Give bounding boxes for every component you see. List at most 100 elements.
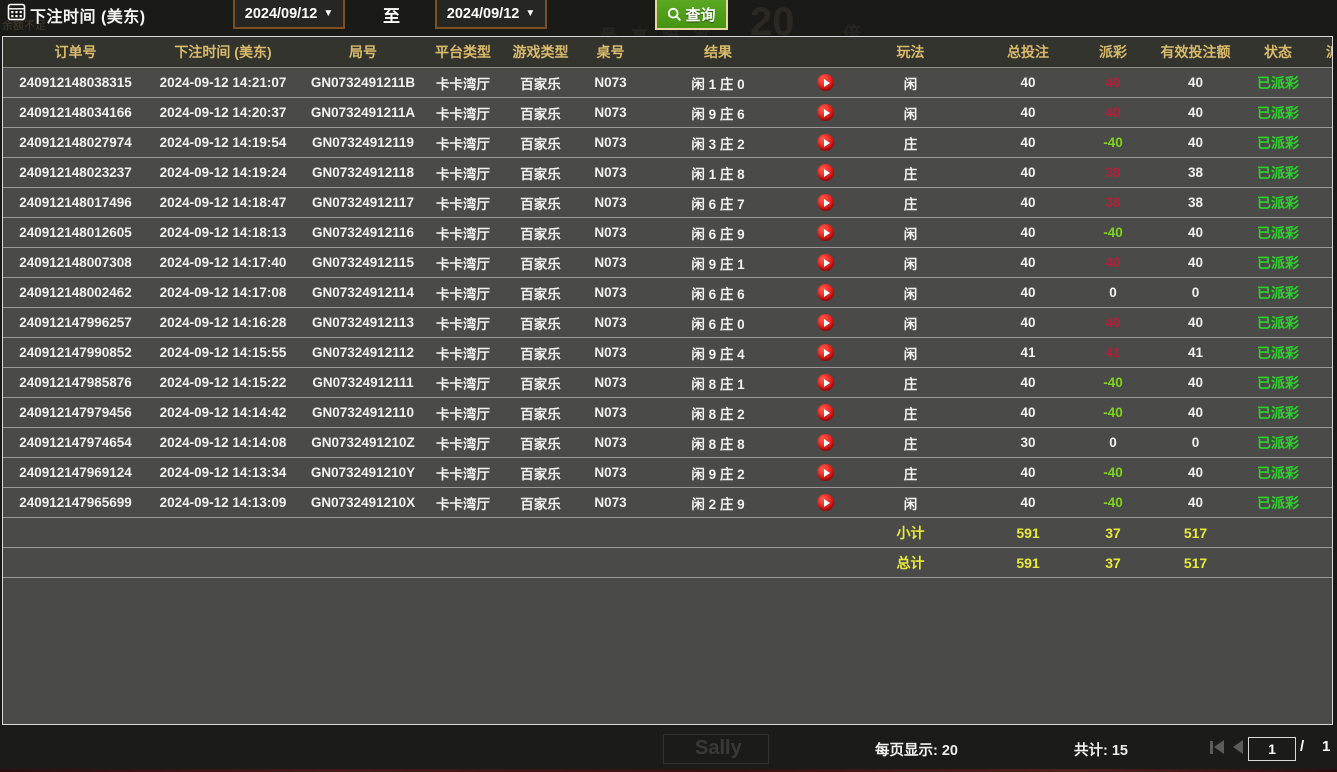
cell-bet-time: 2024-09-12 14:14:42 [159,405,287,420]
cell-round-no: GN07324912111 [312,375,414,390]
cell-order-no: 240912147996257 [19,315,132,330]
cell-order-no: 240912148034166 [19,105,132,120]
cell-platform: 卡卡湾厅 [436,226,490,242]
play-video-icon[interactable] [817,434,834,451]
cell-bet-time: 2024-09-12 14:19:24 [159,165,287,180]
cell-total-bet: 40 [1020,315,1036,330]
page-input[interactable] [1248,737,1296,761]
play-video-icon[interactable] [817,314,834,331]
cell-total-bet: 40 [1020,255,1036,270]
play-video-icon[interactable] [817,344,834,361]
play-video-icon[interactable] [817,194,834,211]
cell-bet-time: 2024-09-12 14:18:47 [159,195,287,210]
cell-order-no: 240912147990852 [19,345,132,360]
col-header-payout: 派彩 [1099,44,1127,60]
cell-bet-type: 庄 [903,406,918,422]
cell-total-bet: 40 [1020,375,1036,390]
cell-status: 已派彩 [1257,164,1299,181]
play-video-icon[interactable] [817,134,834,151]
play-video-icon[interactable] [817,464,834,481]
play-video-icon[interactable] [817,104,834,121]
cell-round-no: GN0732491210X [310,495,416,510]
play-video-icon[interactable] [817,164,834,181]
cell-bet-time: 2024-09-12 14:19:54 [159,135,287,150]
cell-game-type: 百家乐 [520,136,561,152]
table-row: 240912148034166 2024-09-12 14:20:37 GN07… [3,98,1332,128]
table-row: 240912148002462 2024-09-12 14:17:08 GN07… [3,278,1332,308]
cell-platform: 卡卡湾厅 [436,406,490,422]
cell-payout: 0 [1109,435,1117,450]
cell-platform: 卡卡湾厅 [436,196,490,212]
cell-order-no: 240912147969124 [19,465,132,480]
cell-valid-bet: 38 [1187,165,1204,180]
bet-records-table: 订单号 下注时间 (美东) 局号 平台类型 游戏类型 桌号 结果 玩法 总投注 … [2,36,1333,725]
cell-table-no: N073 [594,105,627,120]
cell-payout: -40 [1103,465,1123,480]
cell-result: 闲 9 庄 4 [691,346,745,362]
cell-payout: -40 [1103,225,1123,240]
cell-platform: 卡卡湾厅 [436,436,490,452]
first-page-icon[interactable] [1210,740,1224,754]
cell-table-no: N073 [594,345,627,360]
play-video-icon[interactable] [817,74,834,91]
cell-game-type: 百家乐 [520,196,561,212]
page-separator: / [1300,738,1305,755]
cell-result: 闲 6 庄 0 [691,316,745,332]
cell-platform: 卡卡湾厅 [436,466,490,482]
cell-valid-bet: 40 [1187,315,1204,330]
cell-table-no: N073 [594,405,627,420]
cell-round-no: GN0732491210Y [310,465,416,480]
cell-valid-bet: 40 [1187,465,1204,480]
subtotal-valid-bet: 517 [1183,524,1208,541]
cell-total-bet: 40 [1020,75,1036,90]
total-count-label: 共计: 15 [1074,743,1128,759]
cell-result: 闲 6 庄 6 [691,286,745,302]
cell-valid-bet: 40 [1187,75,1204,90]
prev-page-icon[interactable] [1233,740,1243,754]
cell-status: 已派彩 [1257,314,1299,331]
cell-payout: 41 [1105,345,1121,360]
cell-game-type: 百家乐 [520,376,561,392]
cell-result: 闲 1 庄 0 [691,76,745,92]
cell-order-no: 240912148002462 [19,285,132,300]
cell-table-no: N073 [594,165,627,180]
table-row: 240912147965699 2024-09-12 14:13:09 GN07… [3,488,1332,518]
cell-round-no: GN07324912118 [311,165,415,180]
cell-table-no: N073 [594,375,627,390]
date-to-select[interactable]: 2024/09/12 ▼ [435,0,547,29]
cell-game-type: 百家乐 [520,466,561,482]
play-video-icon[interactable] [817,404,834,421]
total-valid-bet: 517 [1183,554,1208,571]
col-header-bet-time: 下注时间 (美东) [174,44,272,60]
col-header-order-no: 订单号 [54,44,97,60]
play-video-icon[interactable] [817,494,834,511]
play-video-icon[interactable] [817,224,834,241]
play-video-icon[interactable] [817,374,834,391]
query-button-label: 查询 [685,6,716,24]
cell-bet-type: 庄 [903,376,918,392]
cell-bet-type: 闲 [903,226,918,242]
cell-result: 闲 6 庄 7 [691,196,745,212]
cell-platform: 卡卡湾厅 [436,316,490,332]
cell-bet-time: 2024-09-12 14:16:28 [159,315,287,330]
cell-round-no: GN0732491211B [310,75,416,90]
table-row: 240912147996257 2024-09-12 14:16:28 GN07… [3,308,1332,338]
date-from-select[interactable]: 2024/09/12 ▼ [233,0,345,29]
cell-result: 闲 8 庄 1 [691,376,745,392]
cell-bet-time: 2024-09-12 14:15:55 [159,345,287,360]
query-button[interactable]: 查询 [655,0,728,30]
cell-game-type: 百家乐 [520,346,561,362]
background-hint-user-box [663,734,769,764]
play-video-icon[interactable] [817,254,834,271]
table-row: 240912148017496 2024-09-12 14:18:47 GN07… [3,188,1332,218]
cell-total-bet: 41 [1020,345,1036,360]
cell-bet-time: 2024-09-12 14:15:22 [159,375,287,390]
play-video-icon[interactable] [817,284,834,301]
total-payout: 37 [1105,554,1121,571]
cell-valid-bet: 40 [1187,495,1204,510]
cell-bet-type: 庄 [903,166,918,182]
cell-order-no: 240912148007308 [19,255,132,270]
table-row: 240912148012605 2024-09-12 14:18:13 GN07… [3,218,1332,248]
subtotal-total-bet: 591 [1016,524,1040,541]
cell-total-bet: 40 [1020,105,1036,120]
